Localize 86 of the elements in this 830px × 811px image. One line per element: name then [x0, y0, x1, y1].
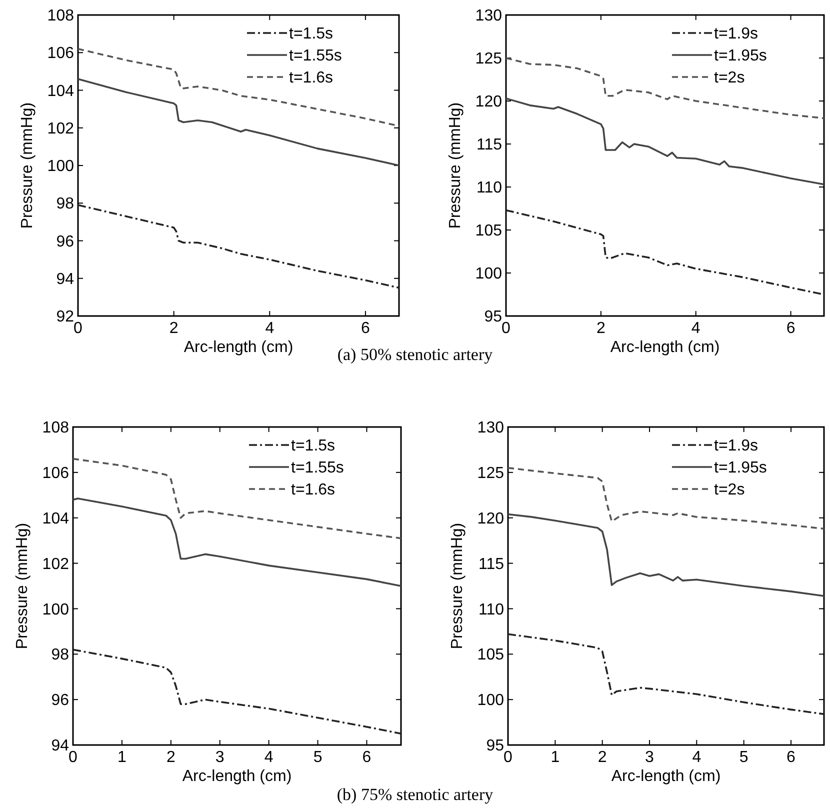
y-tick-label: 100	[475, 266, 502, 283]
y-tick-label: 120	[475, 94, 502, 111]
line-series	[507, 513, 825, 597]
text: (b) 75% stenotic artery	[336, 785, 494, 804]
x-tick-label: 6	[362, 749, 372, 766]
x-tick-label: 6	[361, 320, 370, 337]
x-tick-label: 0	[504, 749, 513, 766]
x-tick-label: 0	[502, 320, 511, 337]
legend-label: t=1.55s	[291, 460, 344, 477]
x-tick-label: 4	[692, 749, 702, 766]
x-tick-label: 3	[645, 749, 654, 766]
x-tick-label: 0	[74, 320, 83, 337]
y-tick-label: 96	[56, 233, 74, 250]
x-tick-label: 1	[550, 749, 560, 766]
y-axis-title: Pressure (mmHg)	[14, 522, 31, 650]
y-tick-label: 104	[47, 82, 74, 100]
x-tick-label: 0	[68, 749, 78, 766]
y-tick-label: 95	[486, 738, 504, 755]
y-tick-label: 94	[56, 270, 74, 288]
x-tick-label: 1	[118, 749, 126, 766]
legend-label: t=2s	[714, 482, 745, 499]
y-axis-title: Pressure (mmHg)	[19, 102, 36, 229]
legend-label: t=1.5s	[289, 26, 334, 43]
y-tick-label: 98	[51, 646, 70, 664]
x-tick-label: 3	[215, 749, 224, 766]
y-tick-label: 92	[56, 308, 74, 326]
x-axis-title: Arc-length (cm)	[610, 339, 720, 356]
text: (a) 50% stenotic artery	[337, 345, 494, 364]
y-tick-label: 120	[477, 510, 504, 528]
line-series	[72, 498, 402, 587]
x-tick-label: 2	[169, 320, 178, 337]
legend-label: t=1.95s	[714, 48, 767, 65]
y-tick-label: 125	[475, 50, 502, 68]
x-axis-title: Arc-length (cm)	[184, 339, 294, 356]
y-tick-label: 115	[476, 136, 502, 154]
y-tick-label: 110	[476, 180, 502, 197]
x-tick-label: 5	[313, 749, 322, 766]
legend-label: t=1.9s	[714, 438, 758, 455]
line-series	[72, 458, 402, 540]
y-axis-title: Pressure (mmHg)	[449, 522, 466, 650]
y-tick-label: 105	[475, 222, 502, 240]
legend-label: t=1.5s	[291, 438, 336, 455]
y-tick-label: 130	[477, 420, 504, 437]
y-tick-label: 98	[56, 196, 74, 213]
x-tick-label: 4	[265, 320, 274, 337]
y-tick-label: 100	[477, 692, 504, 710]
y-tick-label: 110	[478, 601, 504, 618]
legend-label: t=2s	[714, 70, 745, 87]
y-tick-label: 108	[47, 8, 74, 25]
legend-label: t=1.95s	[714, 460, 767, 477]
y-tick-label: 94	[51, 738, 70, 755]
y-tick-label: 106	[47, 45, 74, 62]
legend-label: t=1.6s	[289, 70, 334, 87]
y-tick-label: 100	[47, 158, 74, 176]
legend-label: t=1.9s	[714, 26, 758, 43]
x-axis-title: Arc-length (cm)	[182, 768, 292, 785]
line-series	[505, 209, 825, 296]
x-tick-label: 6	[786, 320, 796, 337]
x-tick-label: 2	[596, 320, 606, 337]
x-axis-title: Arc-length (cm)	[611, 768, 721, 785]
legend-label: t=1.55s	[289, 48, 342, 65]
x-tick-label: 4	[264, 749, 274, 766]
y-tick-label: 102	[47, 120, 74, 138]
y-tick-label: 95	[484, 308, 502, 326]
y-tick-label: 96	[51, 692, 70, 710]
x-tick-label: 2	[166, 749, 176, 766]
line-series	[77, 48, 400, 127]
y-tick-label: 108	[42, 420, 70, 437]
y-tick-label: 130	[475, 8, 502, 25]
x-tick-label: 6	[786, 749, 796, 766]
line-series	[77, 204, 400, 289]
x-tick-label: 5	[739, 749, 748, 766]
y-tick-label: 115	[478, 556, 504, 573]
y-tick-label: 104	[42, 510, 70, 528]
y-tick-label: 106	[42, 465, 70, 482]
y-axis-title: Pressure (mmHg)	[447, 102, 464, 229]
x-tick-label: 4	[691, 320, 700, 337]
line-series	[507, 633, 825, 716]
y-tick-label: 125	[477, 465, 504, 482]
y-tick-label: 102	[42, 556, 70, 573]
line-series	[505, 98, 825, 186]
y-tick-label: 100	[42, 601, 70, 618]
legend-label: t=1.6s	[291, 482, 336, 499]
x-tick-label: 2	[598, 749, 607, 766]
y-tick-label: 105	[477, 646, 504, 664]
line-series	[72, 648, 402, 735]
